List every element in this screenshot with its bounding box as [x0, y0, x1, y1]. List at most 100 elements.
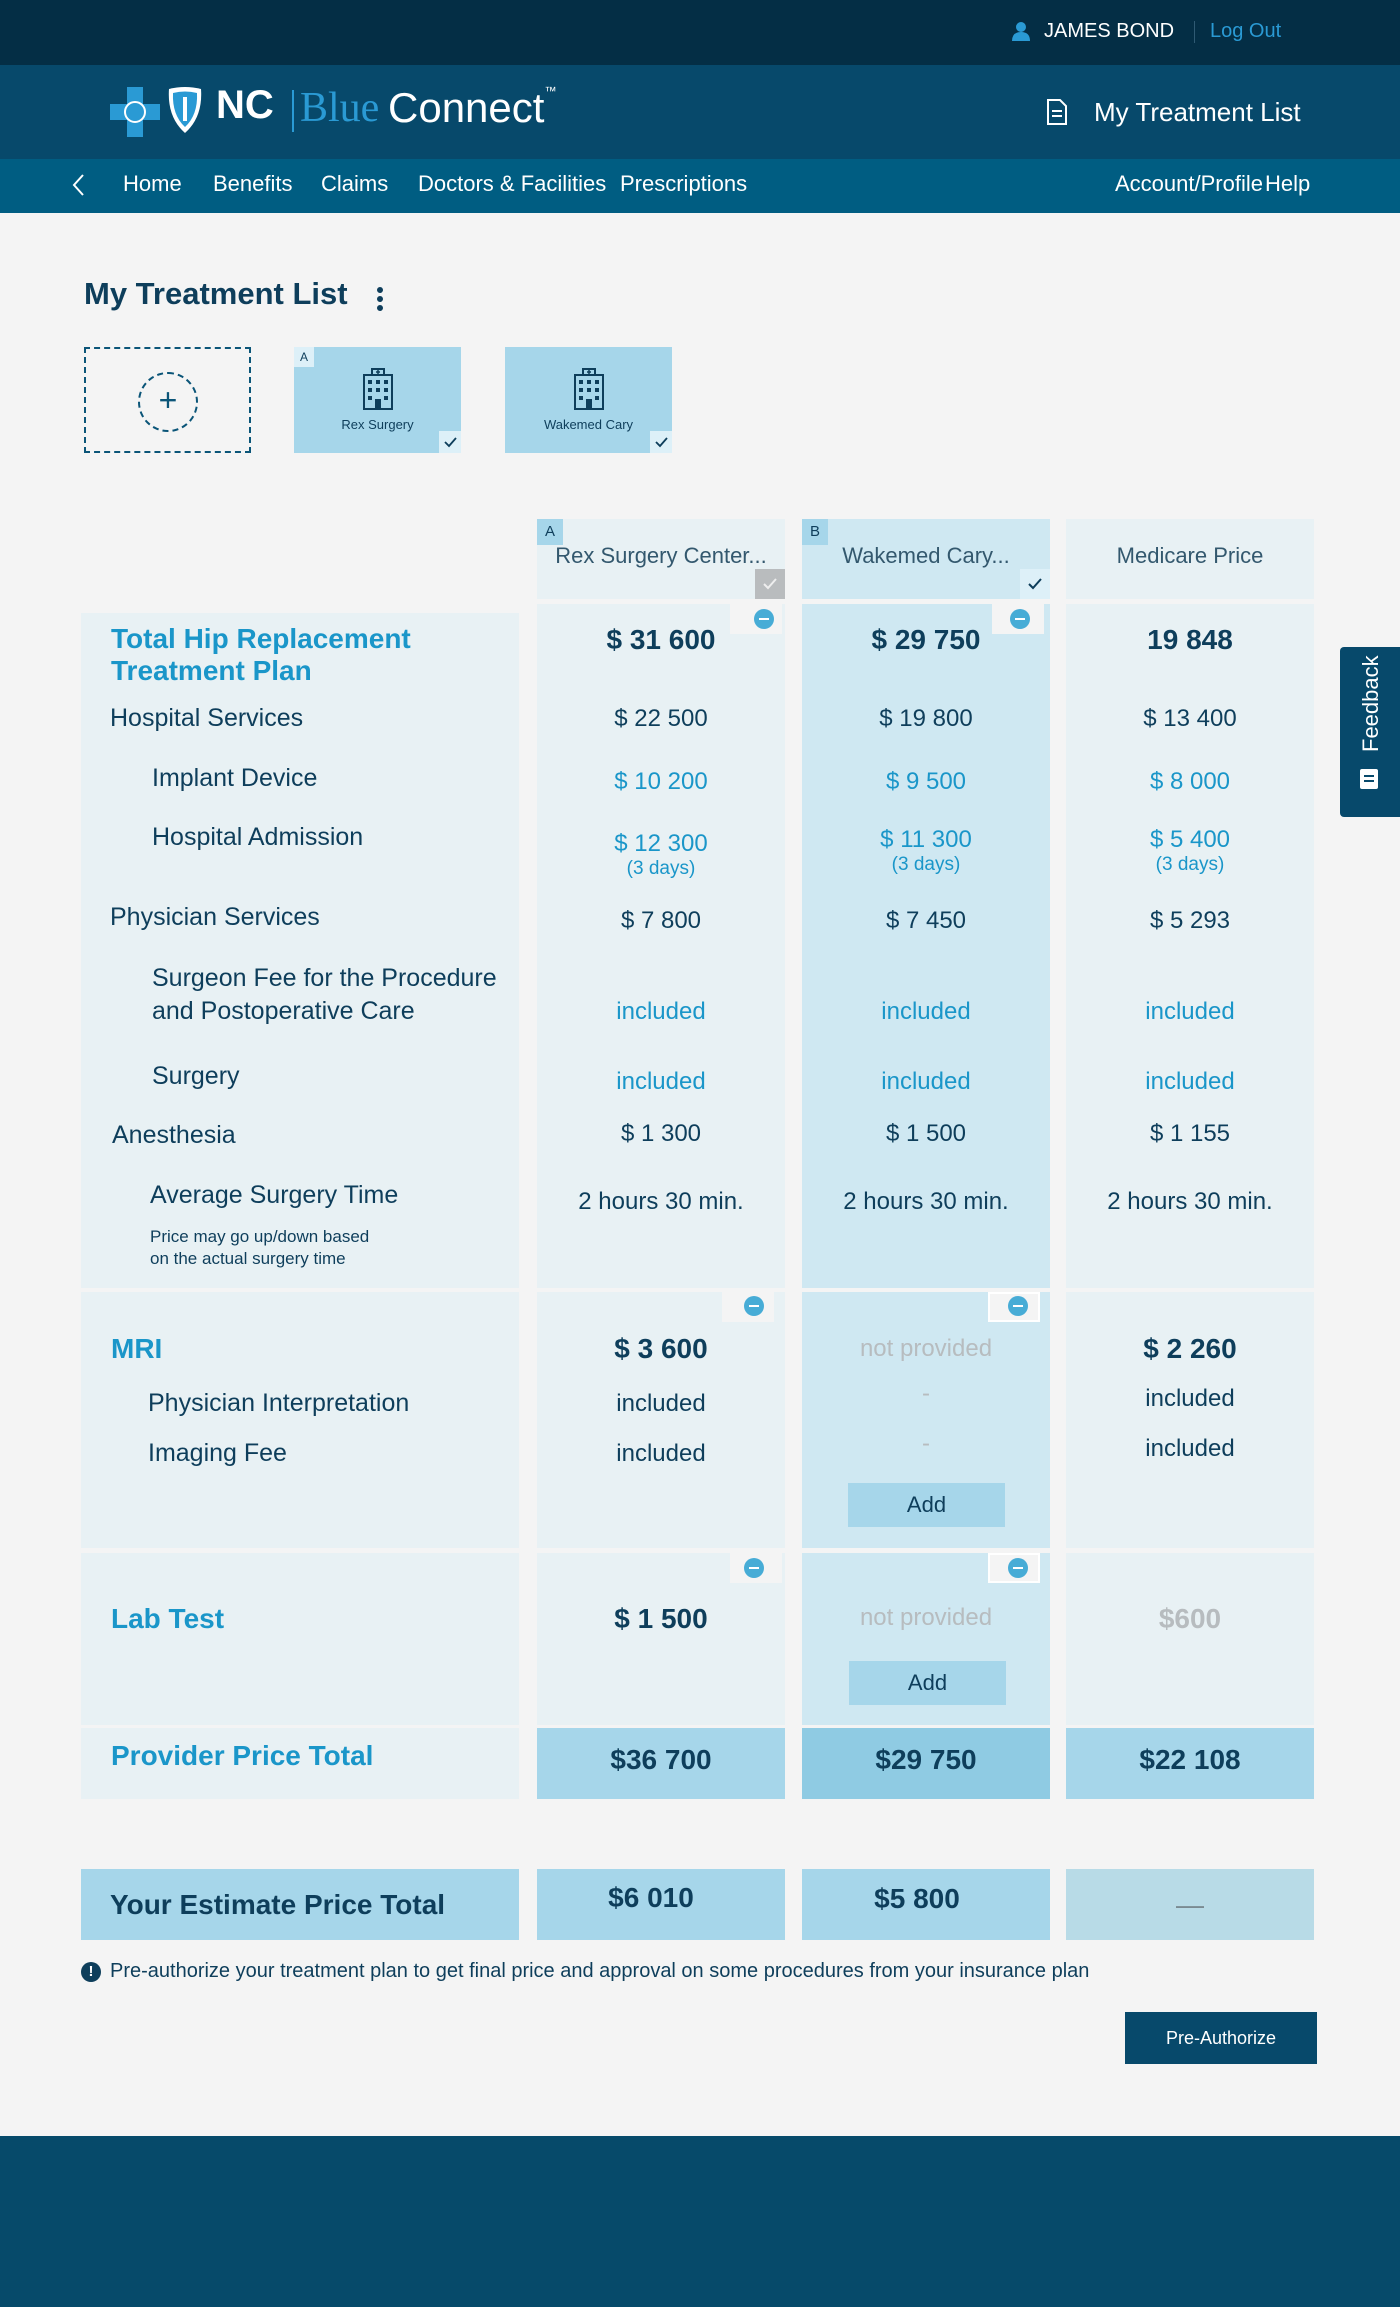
- surgeon-fee-label-line2: and Postoperative Care: [152, 997, 415, 1025]
- anesthesia-rex: $ 1 300: [620, 1120, 702, 1147]
- nav-help[interactable]: Help: [1265, 171, 1311, 196]
- column-badge: A: [537, 519, 563, 545]
- preauthorize-notice: Pre-authorize your treatment plan to get…: [110, 1960, 1090, 1982]
- estimate-total-medicare-cell: [1066, 1869, 1314, 1940]
- hospital-building-icon: [574, 368, 604, 410]
- estimate-total-wakemed: $5 800: [874, 1883, 960, 1914]
- provider-total-wakemed-cell: [802, 1728, 1050, 1799]
- provider-total-rex: $36 700: [610, 1744, 712, 1775]
- column-checkbox[interactable]: [755, 569, 785, 599]
- provider-total-label-panel: [81, 1728, 519, 1799]
- provider-total-rex-cell: [537, 1728, 785, 1799]
- nav-claims[interactable]: Claims: [321, 171, 389, 196]
- implant-device-medicare[interactable]: $ 8 000: [1149, 768, 1231, 795]
- mri-col-medicare: [1066, 1292, 1314, 1548]
- remove-mri-rex-button[interactable]: [722, 1292, 774, 1322]
- hospital-admission-wakemed-days: (3 days): [891, 854, 961, 875]
- remove-hip-rex-button[interactable]: [730, 604, 782, 634]
- mri-label-panel: [81, 1292, 519, 1548]
- minus-circle-icon: [1010, 609, 1030, 629]
- surgeon-fee-label: Surgeon Fee for the Procedure and Postop…: [152, 962, 497, 1028]
- footer: [0, 2136, 1400, 2307]
- feedback-tab[interactable]: Feedback: [1340, 647, 1400, 817]
- implant-device-rex[interactable]: $ 10 200: [614, 768, 708, 795]
- surgery-rex: included: [616, 1068, 706, 1095]
- mri-total-wakemed: not provided: [859, 1335, 993, 1362]
- column-header-rex: A Rex Surgery Center...: [537, 519, 785, 599]
- hospital-building-icon: [363, 368, 393, 410]
- nav-benefits[interactable]: Benefits: [213, 171, 293, 196]
- implant-device-wakemed[interactable]: $ 9 500: [885, 768, 967, 795]
- hip-col-wakemed: [802, 604, 1050, 1288]
- add-mri-wakemed-button[interactable]: Add: [848, 1483, 1005, 1527]
- tile-check[interactable]: [650, 431, 672, 453]
- hospital-admission-label: Hospital Admission: [152, 823, 364, 851]
- column-header-wakemed: B Wakemed Cary...: [802, 519, 1050, 599]
- estimate-total-wakemed-cell: [802, 1869, 1050, 1940]
- divider: [1194, 21, 1195, 43]
- column-name: Wakemed Cary...: [842, 543, 1010, 568]
- surgery-time-rex: 2 hours 30 min.: [578, 1188, 744, 1215]
- surgeon-fee-wakemed: included: [881, 998, 971, 1025]
- provider-tile-wakemed-cary[interactable]: Wakemed Cary: [505, 347, 672, 453]
- column-badge: B: [802, 519, 828, 545]
- main-nav: [0, 159, 1400, 213]
- hospital-admission-rex-days: (3 days): [626, 858, 696, 879]
- lab-total-wakemed: not provided: [859, 1604, 993, 1631]
- more-options-icon[interactable]: [374, 284, 386, 314]
- logout-link[interactable]: Log Out: [1210, 20, 1282, 42]
- physician-interpretation-medicare: included: [1145, 1385, 1235, 1412]
- physician-services-wakemed: $ 7 450: [885, 907, 967, 934]
- lab-label-panel: [81, 1553, 519, 1725]
- remove-lab-rex-button[interactable]: [730, 1553, 782, 1583]
- blue-cross-logo-icon[interactable]: [110, 87, 160, 137]
- column-checkbox[interactable]: [1020, 569, 1050, 599]
- hospital-admission-medicare[interactable]: $ 5 400 (3 days): [1066, 826, 1314, 876]
- plus-icon: +: [158, 382, 178, 418]
- remove-hip-wakemed-button[interactable]: [992, 604, 1044, 634]
- chevron-left-icon[interactable]: [70, 172, 86, 198]
- hospital-admission-wakemed-value: $ 11 300: [880, 826, 972, 853]
- blue-shield-logo-icon[interactable]: [165, 85, 205, 135]
- hospital-services-rex: $ 22 500: [614, 705, 708, 732]
- lab-total-rex: $ 1 500: [614, 1603, 708, 1634]
- surgery-time-note: Price may go up/down based on the actual…: [150, 1226, 369, 1270]
- mri-total-rex: $ 3 600: [614, 1333, 708, 1364]
- document-icon[interactable]: [1046, 98, 1068, 126]
- remove-mri-wakemed-button[interactable]: [988, 1292, 1040, 1322]
- estimate-total-medicare: —: [1176, 1889, 1204, 1920]
- imaging-fee-rex: included: [616, 1440, 706, 1467]
- nav-home[interactable]: Home: [123, 171, 182, 196]
- hospital-admission-rex[interactable]: $ 12 300 (3 days): [537, 830, 785, 880]
- column-header-medicare: Medicare Price: [1066, 519, 1314, 599]
- add-provider-tile[interactable]: +: [84, 347, 251, 453]
- nav-account-profile[interactable]: Account/Profile: [1115, 171, 1263, 196]
- logo-blue: Blue: [300, 85, 380, 131]
- surgery-wakemed: included: [881, 1068, 971, 1095]
- tile-check[interactable]: [439, 431, 461, 453]
- provider-total-medicare-cell: [1066, 1728, 1314, 1799]
- nav-doctors-facilities[interactable]: Doctors & Facilities: [418, 171, 607, 196]
- physician-interpretation-wakemed: -: [922, 1380, 930, 1407]
- estimate-total-rex-cell: [537, 1869, 785, 1940]
- preauthorize-button[interactable]: Pre-Authorize: [1125, 2012, 1317, 2064]
- feedback-form-icon: [1360, 769, 1378, 789]
- imaging-fee-medicare: included: [1145, 1435, 1235, 1462]
- nav-prescriptions[interactable]: Prescriptions: [620, 171, 748, 196]
- alert-icon: !: [81, 1962, 101, 1982]
- hospital-admission-wakemed[interactable]: $ 11 300 (3 days): [802, 826, 1050, 876]
- hip-label-panel: [81, 613, 519, 1288]
- my-treatment-list-link[interactable]: My Treatment List: [1094, 97, 1301, 127]
- logo-nc: NC: [216, 83, 274, 127]
- provider-tile-rex-surgery[interactable]: A Rex Surgery: [294, 347, 461, 453]
- imaging-fee-wakemed: -: [922, 1430, 930, 1457]
- remove-lab-wakemed-button[interactable]: [988, 1553, 1040, 1583]
- logo-tm: ™: [544, 84, 557, 98]
- physician-interpretation-rex: included: [616, 1390, 706, 1417]
- physician-services-rex: $ 7 800: [620, 907, 702, 934]
- lab-total-medicare: $600: [1158, 1603, 1222, 1634]
- add-lab-wakemed-button[interactable]: Add: [849, 1661, 1006, 1705]
- minus-circle-icon: [744, 1296, 764, 1316]
- user-name: JAMES BOND: [1044, 20, 1175, 42]
- hip-col-medicare: [1066, 604, 1314, 1288]
